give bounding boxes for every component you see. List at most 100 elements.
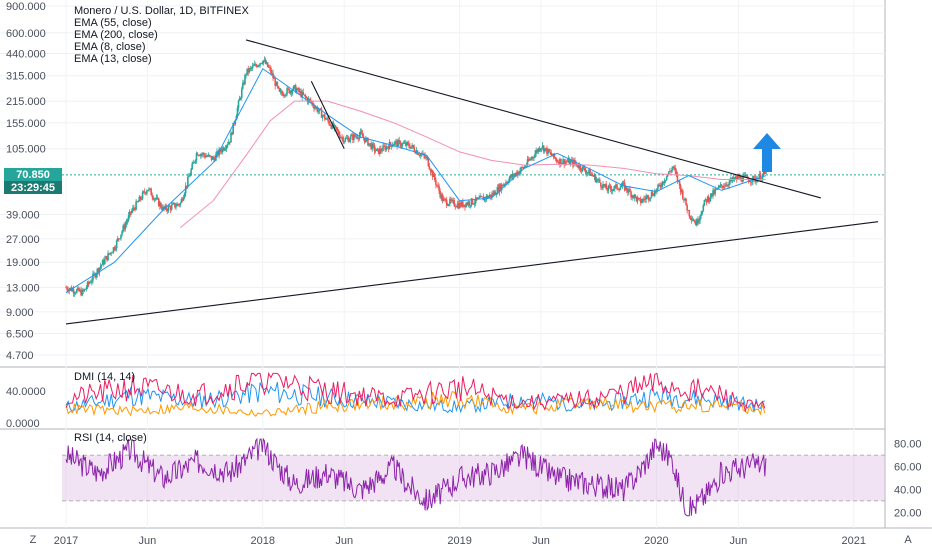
candle [228, 138, 230, 145]
candle [661, 180, 664, 188]
candle [376, 147, 379, 152]
candle [554, 157, 557, 162]
candle [377, 148, 380, 155]
candle [328, 120, 330, 126]
price-tick-label: 27.000 [6, 234, 40, 246]
candle [454, 203, 457, 210]
price-axis: 900.000 600.000 440.000 315.000 215.000 155.0… [6, 1, 46, 362]
candle [116, 236, 119, 242]
candle [344, 136, 347, 143]
candle [412, 144, 415, 149]
candle [342, 135, 344, 145]
candle [718, 185, 721, 189]
candle [118, 238, 120, 242]
price-tick-label: 600.000 [6, 28, 46, 40]
candle [453, 197, 456, 207]
candle [680, 188, 683, 194]
candle [693, 219, 696, 224]
candle [727, 184, 729, 188]
candle [174, 202, 176, 209]
candle [521, 165, 523, 169]
candle [716, 189, 719, 190]
rsi-tick-label: 20.00 [894, 507, 922, 519]
candle [204, 153, 206, 159]
candle [464, 204, 466, 211]
zoom-icon[interactable]: Z [30, 534, 37, 546]
candle [175, 202, 177, 211]
candle [193, 161, 196, 164]
candle [537, 147, 540, 155]
candle [665, 176, 668, 181]
candle [588, 168, 590, 176]
candle [562, 155, 564, 165]
candle [250, 66, 253, 72]
price-grid [0, 0, 885, 528]
price-tick-label: 4.700 [6, 350, 34, 362]
auto-scale-icon[interactable]: A [904, 534, 912, 546]
candle [531, 156, 533, 161]
candle [450, 196, 452, 204]
candle [333, 123, 336, 132]
candle [663, 178, 666, 186]
candle [385, 143, 388, 152]
candle [286, 86, 288, 97]
candle [334, 124, 337, 130]
candle [196, 152, 199, 156]
candle [238, 95, 241, 101]
candle [127, 211, 130, 223]
candle [407, 140, 409, 146]
candle [674, 164, 677, 175]
candle [123, 222, 126, 232]
candle [579, 164, 582, 173]
candle [637, 197, 640, 200]
candle [619, 184, 622, 191]
candle [92, 270, 94, 284]
candle [597, 177, 600, 184]
time-tick-label: Jun [335, 535, 353, 547]
candle [143, 188, 146, 195]
price-tick-label: 155.000 [6, 118, 46, 130]
candle [144, 192, 147, 196]
candle [289, 89, 292, 96]
candle [231, 132, 233, 136]
ema-slow-line [179, 100, 766, 228]
candle [456, 200, 459, 209]
candle [339, 131, 341, 139]
candle [664, 179, 667, 184]
candle [275, 81, 278, 87]
candle [327, 115, 329, 124]
candle [708, 197, 711, 204]
candle [352, 131, 354, 144]
candle [613, 186, 615, 192]
candle [633, 193, 636, 202]
candle [560, 158, 562, 167]
candle [630, 190, 632, 200]
candle [350, 133, 353, 137]
candle [188, 173, 190, 178]
candle [595, 176, 598, 184]
candle [572, 157, 574, 169]
candle [395, 138, 397, 146]
candle [460, 200, 463, 208]
candle [212, 155, 215, 161]
candle [222, 146, 225, 152]
candle [387, 145, 390, 153]
candle [397, 138, 399, 147]
candle [336, 127, 339, 135]
candle [628, 187, 630, 195]
candle [539, 148, 542, 152]
candle [683, 199, 685, 204]
indicator-ema-13: EMA (13, close) [74, 53, 152, 65]
candle [634, 194, 637, 199]
ema-fast-line [65, 67, 767, 294]
candle [329, 122, 331, 127]
candle [491, 191, 493, 200]
candle [735, 175, 738, 183]
candle [602, 180, 604, 191]
candle [593, 172, 596, 181]
candle [303, 94, 306, 97]
candle [285, 93, 287, 98]
candle [113, 245, 116, 252]
candle [346, 134, 349, 141]
candle [114, 245, 117, 252]
